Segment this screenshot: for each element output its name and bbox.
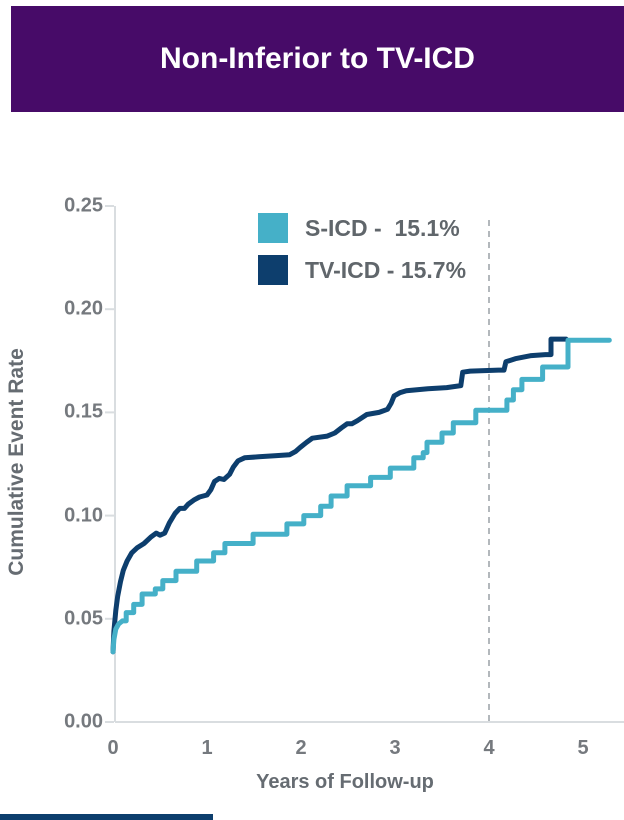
y-tick-label: 0.00 (64, 710, 103, 733)
x-tick-label: 3 (389, 737, 401, 759)
tvicd-legend-label: TV-ICD - 15.7% (305, 257, 467, 283)
y-tick-label: 0.15 (64, 400, 103, 423)
x-tick-label: 1 (201, 737, 213, 759)
y-tick-label: 0.25 (64, 194, 103, 217)
bottom-accent-bar (0, 814, 213, 820)
y-axis-title: Cumulative Event Rate (5, 348, 28, 576)
x-axis-title: Years of Follow-up (256, 771, 434, 793)
x-tick-label: 2 (295, 737, 307, 759)
title-banner: Non-Inferior to TV-ICD (11, 6, 624, 112)
sicd-legend-swatch (258, 213, 288, 243)
chart-legend: S-ICD - 15.1% TV-ICD - 15.7% (258, 213, 466, 297)
sicd-curve (110, 337, 612, 655)
x-tick-label: 0 (107, 737, 119, 759)
x-tick-label: 4 (483, 737, 495, 759)
y-tick-label: 0.10 (64, 504, 103, 527)
legend-item-tvicd: TV-ICD - 15.7% (258, 255, 466, 285)
sicd-legend-label: S-ICD - 15.1% (305, 215, 460, 241)
tvicd-curve (110, 336, 569, 655)
page-title: Non-Inferior to TV-ICD (160, 42, 475, 75)
y-tick-label: 0.20 (64, 297, 103, 320)
legend-item-sicd: S-ICD - 15.1% (258, 213, 466, 243)
tvicd-legend-swatch (258, 255, 288, 285)
y-tick-label: 0.05 (64, 607, 103, 630)
x-tick-label: 5 (577, 737, 589, 759)
